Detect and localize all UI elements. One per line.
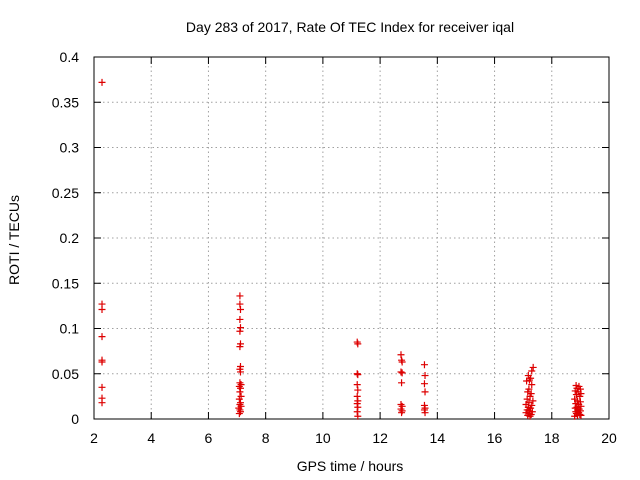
x-tick-label: 20 bbox=[601, 430, 617, 446]
x-tick-label: 6 bbox=[205, 430, 213, 446]
x-tick-label: 18 bbox=[544, 430, 560, 446]
chart-title: Day 283 of 2017, Rate Of TEC Index for r… bbox=[186, 19, 514, 35]
data-point bbox=[523, 395, 531, 403]
data-point bbox=[529, 397, 537, 405]
data-point bbox=[236, 315, 244, 323]
data-point bbox=[98, 78, 106, 86]
y-tick-label: 0.3 bbox=[60, 140, 80, 156]
axis-ticks bbox=[93, 56, 610, 420]
x-axis-label: GPS time / hours bbox=[297, 458, 404, 474]
x-tick-label: 10 bbox=[315, 430, 331, 446]
data-point bbox=[236, 408, 244, 416]
data-point bbox=[398, 379, 406, 387]
x-tick-label: 8 bbox=[262, 430, 270, 446]
data-point bbox=[528, 367, 536, 375]
data-point bbox=[577, 411, 585, 419]
y-tick-label: 0.2 bbox=[60, 230, 80, 246]
data-point bbox=[397, 368, 405, 376]
data-point bbox=[420, 380, 428, 388]
data-point bbox=[98, 333, 106, 341]
gridlines bbox=[94, 57, 609, 419]
data-point bbox=[236, 292, 244, 300]
y-tick-labels: 0 0.05 0.1 0.15 0.2 0.25 0.3 0.35 0.4 bbox=[52, 49, 79, 427]
y-tick-label: 0.35 bbox=[52, 94, 79, 110]
data-point bbox=[421, 388, 429, 396]
x-tick-label: 4 bbox=[147, 430, 155, 446]
x-tick-label: 2 bbox=[90, 430, 98, 446]
data-point bbox=[98, 305, 106, 313]
x-tick-labels: 2 4 6 8 10 12 14 16 18 20 bbox=[90, 430, 617, 446]
data-point bbox=[354, 340, 362, 348]
y-tick-label: 0.4 bbox=[60, 49, 80, 65]
data-point bbox=[98, 399, 106, 407]
data-point bbox=[354, 371, 362, 379]
data-point bbox=[523, 377, 531, 385]
data-point bbox=[398, 369, 406, 377]
x-tick-label: 14 bbox=[430, 430, 446, 446]
y-tick-label: 0.15 bbox=[52, 275, 79, 291]
data-point bbox=[236, 343, 244, 351]
data-point bbox=[236, 327, 244, 335]
y-tick-label: 0 bbox=[71, 411, 79, 427]
data-points bbox=[98, 78, 585, 420]
x-tick-label: 12 bbox=[372, 430, 388, 446]
data-point bbox=[526, 412, 534, 420]
data-point bbox=[236, 388, 244, 396]
data-point bbox=[354, 412, 362, 420]
y-tick-label: 0.1 bbox=[60, 321, 80, 337]
x-tick-label: 16 bbox=[487, 430, 503, 446]
data-point bbox=[421, 409, 429, 417]
data-point bbox=[571, 412, 579, 420]
data-point bbox=[529, 363, 537, 371]
data-point bbox=[398, 358, 406, 366]
data-point bbox=[236, 368, 244, 376]
y-tick-label: 0.25 bbox=[52, 185, 79, 201]
data-point bbox=[528, 381, 536, 389]
data-point bbox=[235, 410, 243, 418]
data-point bbox=[420, 361, 428, 369]
data-point bbox=[421, 372, 429, 380]
y-tick-label: 0.05 bbox=[52, 366, 79, 382]
data-point bbox=[98, 383, 106, 391]
y-axis-label: ROTI / TECUs bbox=[6, 195, 22, 285]
data-point bbox=[98, 358, 106, 366]
data-point bbox=[354, 386, 362, 394]
data-point bbox=[236, 305, 244, 313]
data-point bbox=[398, 409, 406, 417]
